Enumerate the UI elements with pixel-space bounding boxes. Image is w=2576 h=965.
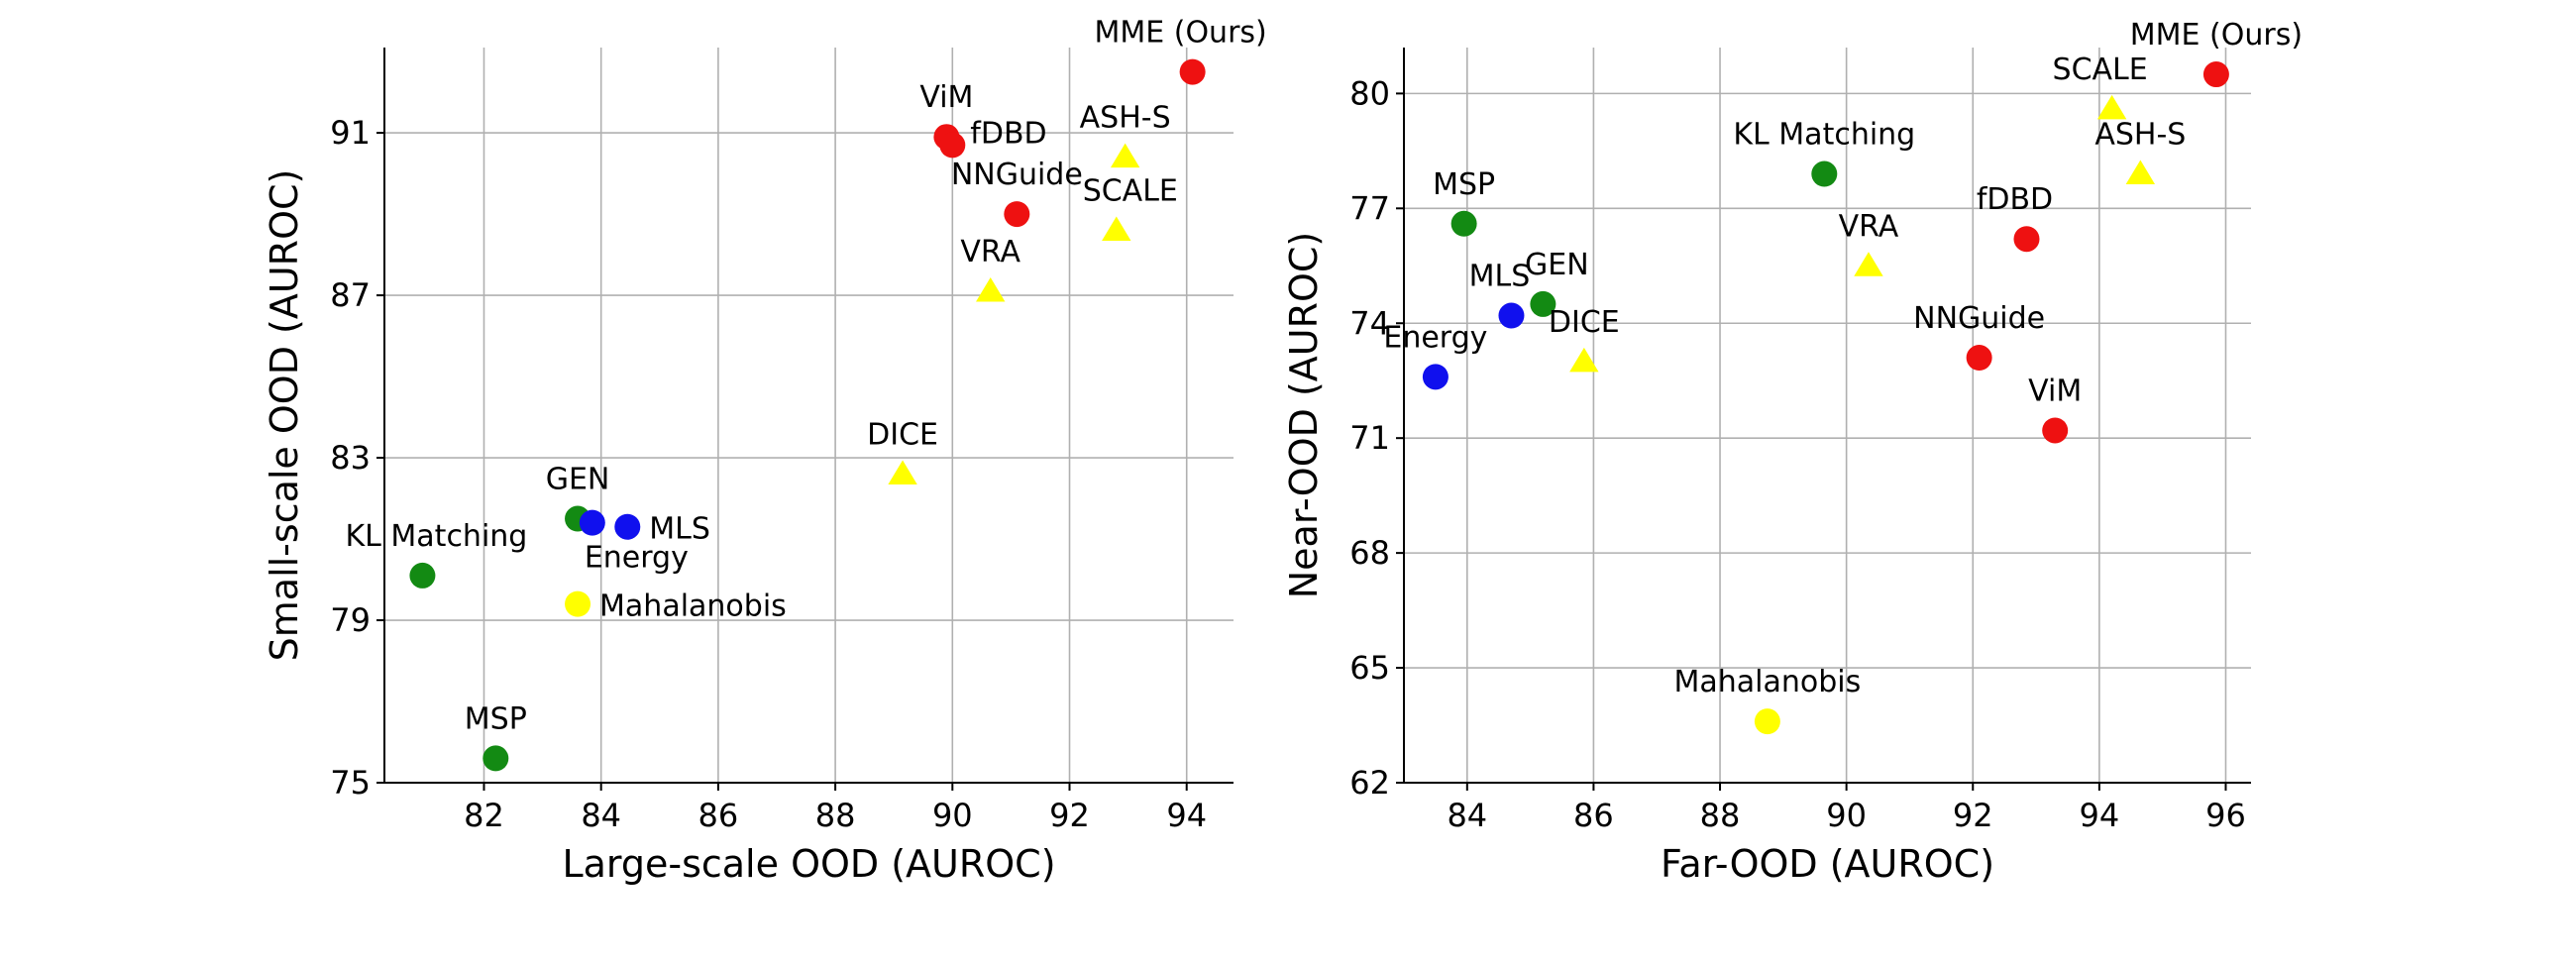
right-x-axis-label: Far-OOD (AUROC) [1661,842,1994,886]
left-point-label-vim: ViM [919,80,973,115]
left-y-tick-label: 79 [330,601,371,639]
chart-panel-right: 84 86 88 90 92 94 96 62 65 68 71 74 77 80 Far-OOD (AUR… [1282,18,2303,886]
left-y-tick-label: 83 [330,439,371,477]
left-point-fdbd [939,132,966,159]
left-point-label-msp: MSP [465,701,527,736]
left-point-label-energy: Energy [585,541,689,576]
right-point-label-mahalanobis: Mahalanobis [1674,665,1862,699]
left-x-tick-label: 82 [464,797,504,834]
left-point-kl-matching [409,562,436,589]
right-point-fdbd [2013,226,2040,253]
left-point-ash-s [1110,143,1140,168]
left-point-label-scale: SCALE [1083,173,1178,208]
right-y-tick-label: 74 [1349,304,1390,342]
left-x-tick-label: 84 [581,797,621,834]
right-point-label-nnguide: NNGuide [1913,301,2045,336]
left-x-axis-label: Large-scale OOD (AUROC) [562,842,1055,886]
right-point-gen [1530,290,1556,317]
right-point-mme-ours [2202,61,2229,88]
left-point-mahalanobis [565,590,591,617]
left-point-label-fdbd: fDBD [970,116,1046,151]
left-point-msp [483,745,509,772]
right-point-label-dice: DICE [1549,305,1620,340]
right-point-label-mme-ours: MME (Ours) [2130,18,2303,53]
left-point-label-mme-ours: MME (Ours) [1094,16,1266,51]
left-x-tick-label: 86 [698,797,739,834]
right-x-tick-label: 94 [2080,797,2120,834]
left-point-nnguide [1004,201,1030,228]
left-point-vra [976,276,1006,302]
left-point-energy [579,509,605,536]
right-y-tick-label: 71 [1349,419,1390,457]
right-point-mls [1498,302,1525,329]
right-point-label-fdbd: fDBD [1977,182,2053,217]
left-x-tick-label: 92 [1049,797,1090,834]
right-point-scale [2096,94,2127,120]
right-point-label-vim: ViM [2028,374,2082,408]
right-point-label-mls: MLS [1469,260,1531,294]
left-point-label-nnguide: NNGuide [951,158,1083,192]
left-point-label-dice: DICE [867,417,938,452]
right-point-kl-matching [1811,161,1838,187]
left-y-tick-label: 91 [330,114,371,152]
right-x-tick-label: 92 [1953,797,1993,834]
right-y-tick-label: 68 [1349,534,1390,572]
left-x-tick-label: 90 [932,797,973,834]
right-point-label-scale: SCALE [2053,53,2148,87]
right-point-nnguide [1966,345,1992,372]
right-point-label-gen: GEN [1525,248,1589,282]
right-point-label-msp: MSP [1433,167,1495,202]
right-y-axis-label: Near-OOD (AUROC) [1282,232,1326,599]
left-point-mls [614,513,641,540]
right-y-tick-label: 80 [1349,74,1390,112]
left-x-tick-label: 94 [1166,797,1207,834]
right-point-label-kl-matching: KL Matching [1733,118,1915,153]
left-y-tick-label: 75 [330,764,371,802]
right-point-mahalanobis [1754,708,1780,735]
left-point-label-kl-matching: KL Matching [345,519,527,554]
right-x-tick-label: 90 [1826,797,1867,834]
right-point-energy [1422,364,1449,390]
right-point-vim [2042,417,2069,444]
left-point-dice [888,460,917,484]
left-point-label-mls: MLS [649,512,710,547]
right-x-tick-label: 88 [1700,797,1741,834]
right-x-tick-label: 84 [1447,797,1487,834]
left-point-label-vra: VRA [960,235,1020,269]
right-x-tick-label: 86 [1573,797,1614,834]
left-point-label-ash-s: ASH-S [1080,101,1171,136]
right-point-dice [1569,347,1599,373]
left-x-tick-label: 88 [815,797,856,834]
right-point-label-vra: VRA [1839,209,1899,244]
right-point-label-ash-s: ASH-S [2094,118,2186,153]
right-y-tick-label: 65 [1349,649,1390,687]
chart-panel-left: 82 84 86 88 90 92 94 75 79 83 87 91 Large-scale OOD … [263,16,1267,886]
right-x-tick-label: 96 [2205,797,2246,834]
right-y-tick-label: 77 [1349,189,1390,227]
right-point-vra [1854,252,1883,276]
left-y-tick-label: 87 [330,276,371,314]
left-point-label-mahalanobis: Mahalanobis [599,590,787,624]
left-point-label-gen: GEN [546,463,610,497]
left-point-scale [1102,216,1131,241]
right-y-tick-label: 62 [1349,764,1390,802]
left-y-axis-label: Small-scale OOD (AUROC) [263,169,306,662]
right-point-msp [1450,210,1477,237]
right-point-ash-s [2125,160,2156,185]
left-point-mme-ours [1179,58,1206,85]
right-point-label-energy: Energy [1383,320,1487,355]
